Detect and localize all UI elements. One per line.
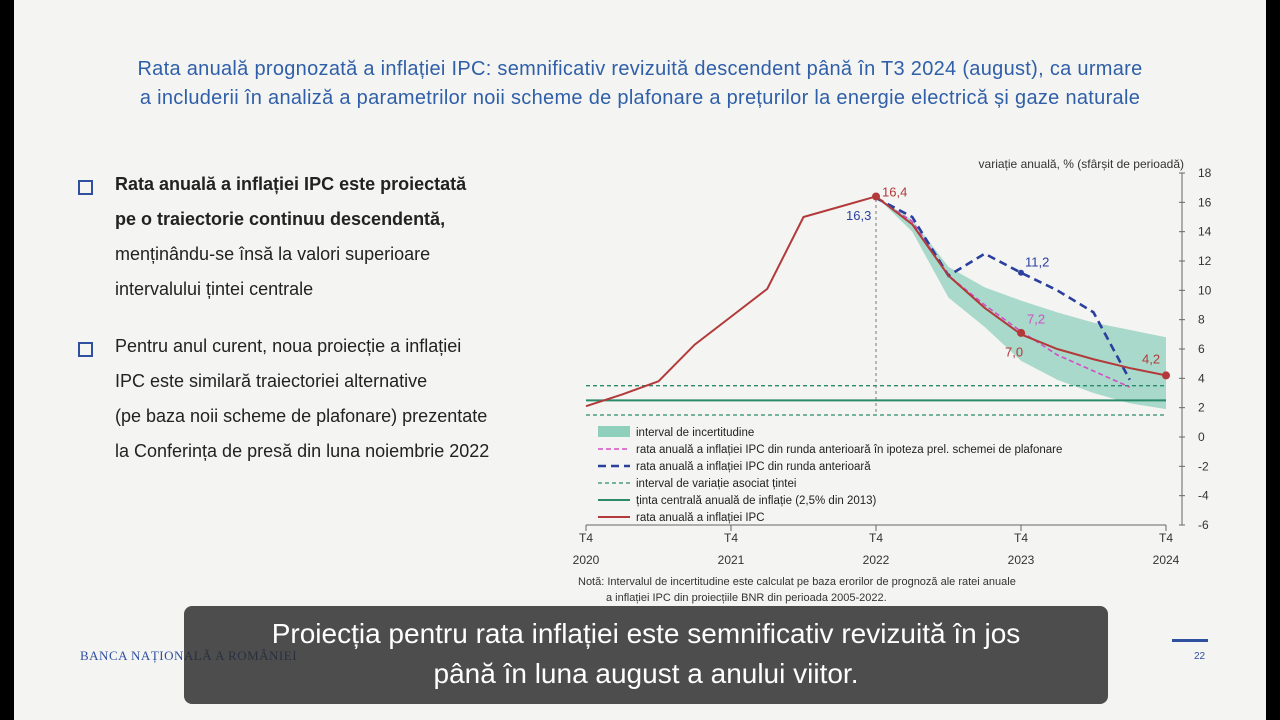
y-tick-label: 2 [1198,401,1205,415]
page-number: 22 [1194,651,1206,662]
y-tick-label: 6 [1198,342,1205,356]
y-tick-label: -4 [1198,489,1209,503]
data-label: 11,2 [1025,255,1049,270]
x-tick-year: 2020 [573,553,600,567]
x-tick-quarter: T4 [1159,531,1173,545]
data-label: 16,4 [882,184,907,199]
uncertainty-band [876,196,1166,410]
footer-accent-bar [1172,639,1208,642]
y-tick-label: 18 [1198,166,1212,180]
data-label: 4,2 [1142,351,1160,366]
bullet-2-line-1: Pentru anul curent, noua proiecție a inf… [115,336,462,356]
bullet-1-line-1: Rata anuală a inflației IPC este proiect… [115,174,467,194]
bullet-2-line-3: (pe baza noii scheme de plafonare) preze… [115,406,488,426]
x-tick-year: 2022 [863,553,890,567]
bullet-2-line-4: la Conferința de presă din luna noiembri… [115,441,490,461]
marker-point [1017,328,1025,337]
bullet-1-line-3: menținându-se însă la valori superioare [115,244,431,264]
bullet-square-icon [78,180,93,195]
bullet-1-line-4: intervalului țintei centrale [115,279,314,299]
y-tick-label: 16 [1198,195,1212,209]
x-tick-year: 2021 [718,553,745,567]
chart-note-line-1: Notă: Intervalul de incertitudine este c… [578,576,1016,588]
x-tick-year: 2024 [1153,553,1180,567]
bullet-square-icon [78,342,93,357]
video-subtitle: Proiecția pentru rata inflației este sem… [184,606,1108,704]
x-tick-quarter: T4 [724,531,738,545]
slide-title-line-1: Rata anuală prognozată a inflației IPC: … [137,58,1143,80]
chart-note-line-2: a inflației IPC din proiecțiile BNR din … [606,592,887,604]
presentation-slide: Rata anuală prognozată a inflației IPC: … [14,0,1266,720]
bullet-1-line-2: pe o traiectorie continuu descendentă, [115,209,446,229]
y-tick-label: 12 [1198,254,1212,268]
legend-label: rata anuală a inflației IPC din runda an… [636,461,871,473]
legend-label: interval de incertitudine [636,427,754,439]
y-tick-label: 10 [1198,283,1212,297]
legend-label: rata anuală a inflației IPC [636,512,765,524]
chart-note: Notă: Intervalul de incertitudine este c… [578,574,1016,606]
slide-title-line-2: a includerii în analiză a parametrilor n… [139,87,1141,109]
legend-label: ținta centrală anuală de inflație (2,5% … [636,495,877,507]
inflation-chart: 16,4 16,3 11,2 7,2 7,0 4,2 18 16 14 12 10 8 6 4 2 0 -2 -4… [573,157,1212,567]
marker-point [1018,269,1024,276]
y-tick-label: -6 [1198,518,1209,532]
y-tick-label: 8 [1198,313,1205,327]
series-line-prev [875,196,1131,381]
y-tick-label: 4 [1198,371,1205,385]
x-tick-quarter: T4 [869,531,883,545]
marker-point [1162,371,1170,380]
y-tick-label: 14 [1198,225,1212,239]
legend-label: interval de variație asociat țintei [636,478,796,490]
y-tick-label: 0 [1198,430,1205,444]
x-tick-year: 2023 [1008,553,1035,567]
series-line-prev_plafon [875,197,1131,388]
x-tick-quarter: T4 [579,531,593,545]
subtitle-line-2: până în luna august a anului viitor. [433,658,859,689]
x-tick-quarter: T4 [1014,531,1028,545]
marker-point [872,192,880,201]
data-label: 7,0 [1005,344,1023,359]
y-tick-label: -2 [1198,459,1209,473]
bullet-2-line-2: IPC este similară traiectoriei alternati… [115,371,428,391]
data-label: 7,2 [1027,311,1045,326]
legend-swatch [598,426,630,437]
data-label: 16,3 [846,208,871,223]
y-axis-title: variație anuală, % (sfârșit de perioadă) [979,157,1184,171]
legend-label: rata anuală a inflației IPC din runda an… [636,444,1062,456]
subtitle-line-1: Proiecția pentru rata inflației este sem… [271,618,1021,649]
